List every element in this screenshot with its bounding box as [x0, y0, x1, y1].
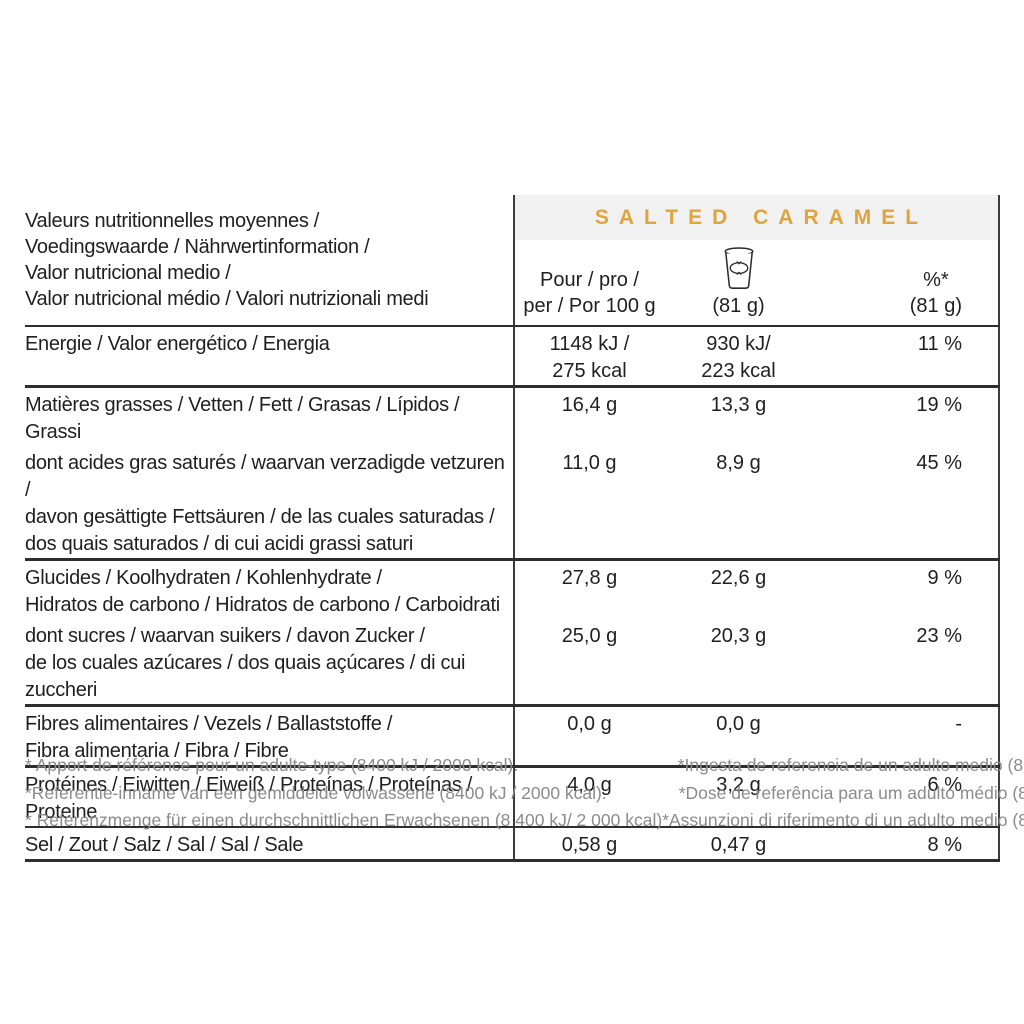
row-label: Glucides / Koolhydraten / Kohlenhydrate … [25, 567, 500, 616]
row-label: dont sucres / waarvan suikers / davon Zu… [25, 625, 466, 701]
value-percent-ri: - [955, 713, 962, 735]
value-per-100g: 1148 kJ / 275 kcal [549, 333, 630, 382]
table-header: Valeurs nutritionnelles moyennes / Voedi… [25, 195, 1000, 327]
column-header-per-100g: Pour / pro / per / Por 100 g [523, 269, 656, 317]
table-row-fat: Matières grasses / Vetten / Fett / Grasa… [25, 388, 1000, 446]
table-row-fibre: Fibres alimentaires / Vezels / Ballastst… [25, 707, 1000, 768]
value-per-100g: 0,0 g [567, 713, 612, 735]
value-percent-ri: 19 % [916, 394, 962, 416]
value-per-portion: 8,9 g [716, 452, 761, 474]
table-row-protein: Protéines / Eiwitten / Eiweiß / Proteína… [25, 768, 1000, 828]
table-row-sugars: dont sucres / waarvan suikers / davon Zu… [25, 619, 1000, 707]
table-row-saturated-fat: dont acides gras saturés / waarvan verza… [25, 446, 1000, 561]
yogurt-pot-icon [723, 247, 754, 289]
value-per-portion: 13,3 g [710, 394, 767, 416]
reference-intake-footnotes: * Apport de référence pour un adulte-typ… [25, 752, 1024, 835]
value-per-100g: 27,8 g [561, 567, 618, 589]
row-label: Fibres alimentaires / Vezels / Ballastst… [25, 713, 393, 762]
column-header-percent-ri: %* (81 g) [813, 240, 998, 325]
percent-ri-text: %* (81 g) [909, 269, 962, 317]
row-label: Protéines / Eiwitten / Eiweiß / Proteína… [25, 774, 473, 823]
value-per-100g: 0,58 g [561, 834, 618, 856]
value-percent-ri: 45 % [916, 452, 962, 474]
value-per-portion: 20,3 g [710, 625, 767, 647]
value-percent-ri: 6 % [927, 774, 962, 796]
value-per-100g: 4,0 g [567, 774, 612, 796]
value-percent-ri: 11 % [917, 333, 962, 355]
value-per-100g: 16,4 g [561, 394, 618, 416]
value-per-portion: 22,6 g [710, 567, 767, 589]
table-row-salt: Sel / Zout / Salz / Sal / Sal / Sale 0,5… [25, 828, 1000, 862]
product-name: SALTED CARAMEL [594, 205, 929, 229]
row-label: dont acides gras saturés / waarvan verza… [25, 452, 505, 555]
value-per-100g: 25,0 g [561, 625, 618, 647]
flavor-band: SALTED CARAMEL [515, 195, 998, 240]
value-per-portion: 0,47 g [710, 834, 767, 856]
table-row-energy: Energie / Valor energético / Energia 114… [25, 327, 1000, 388]
value-percent-ri: 9 % [927, 567, 962, 589]
table-header-right: SALTED CARAMEL Pour / pro / per / Por 10… [513, 195, 1000, 325]
footnote-de: * Referenzmenge für einen durchschnittli… [25, 810, 663, 830]
footnote-pt: *Dose de referência para um adulto médio… [678, 782, 1024, 803]
column-headers: Pour / pro / per / Por 100 g (81 g) %* (… [515, 240, 998, 325]
portion-weight: (81 g) [712, 295, 765, 317]
nutrition-values-heading-text: Valeurs nutritionnelles moyennes / Voedi… [25, 210, 429, 310]
nutrition-values-heading: Valeurs nutritionnelles moyennes / Voedi… [25, 195, 513, 325]
footnotes-left: * Apport de référence pour un adulte-typ… [25, 752, 662, 835]
value-per-portion: 0,0 g [716, 713, 761, 735]
value-per-100g: 11,0 g [562, 452, 617, 474]
footnotes-right: *Ingesta de referencia de un adulto medi… [662, 752, 1024, 835]
value-percent-ri: 8 % [927, 834, 962, 856]
row-label: Sel / Zout / Salz / Sal / Sal / Sale [25, 834, 304, 856]
footnote-nl: *Referentie-inname van een gemiddelde vo… [25, 782, 607, 803]
footnote-fr: * Apport de référence pour un adulte-typ… [25, 755, 519, 775]
value-percent-ri: 23 % [916, 625, 962, 647]
row-label: Matières grasses / Vetten / Fett / Grasa… [25, 394, 460, 443]
row-label: Energie / Valor energético / Energia [25, 333, 330, 355]
footnote-es: *Ingesta de referencia de un adulto medi… [677, 755, 1024, 775]
footnote-it: *Assunzioni di riferimento di un adulto … [662, 810, 1024, 830]
table-row-carbohydrates: Glucides / Koolhydraten / Kohlenhydrate … [25, 561, 1000, 619]
value-per-portion: 3,2 g [716, 774, 761, 796]
column-header-per-portion: (81 g) [664, 240, 813, 325]
nutrition-table: Valeurs nutritionnelles moyennes / Voedi… [25, 195, 1000, 862]
value-per-portion: 930 kJ/ 223 kcal [701, 333, 776, 382]
